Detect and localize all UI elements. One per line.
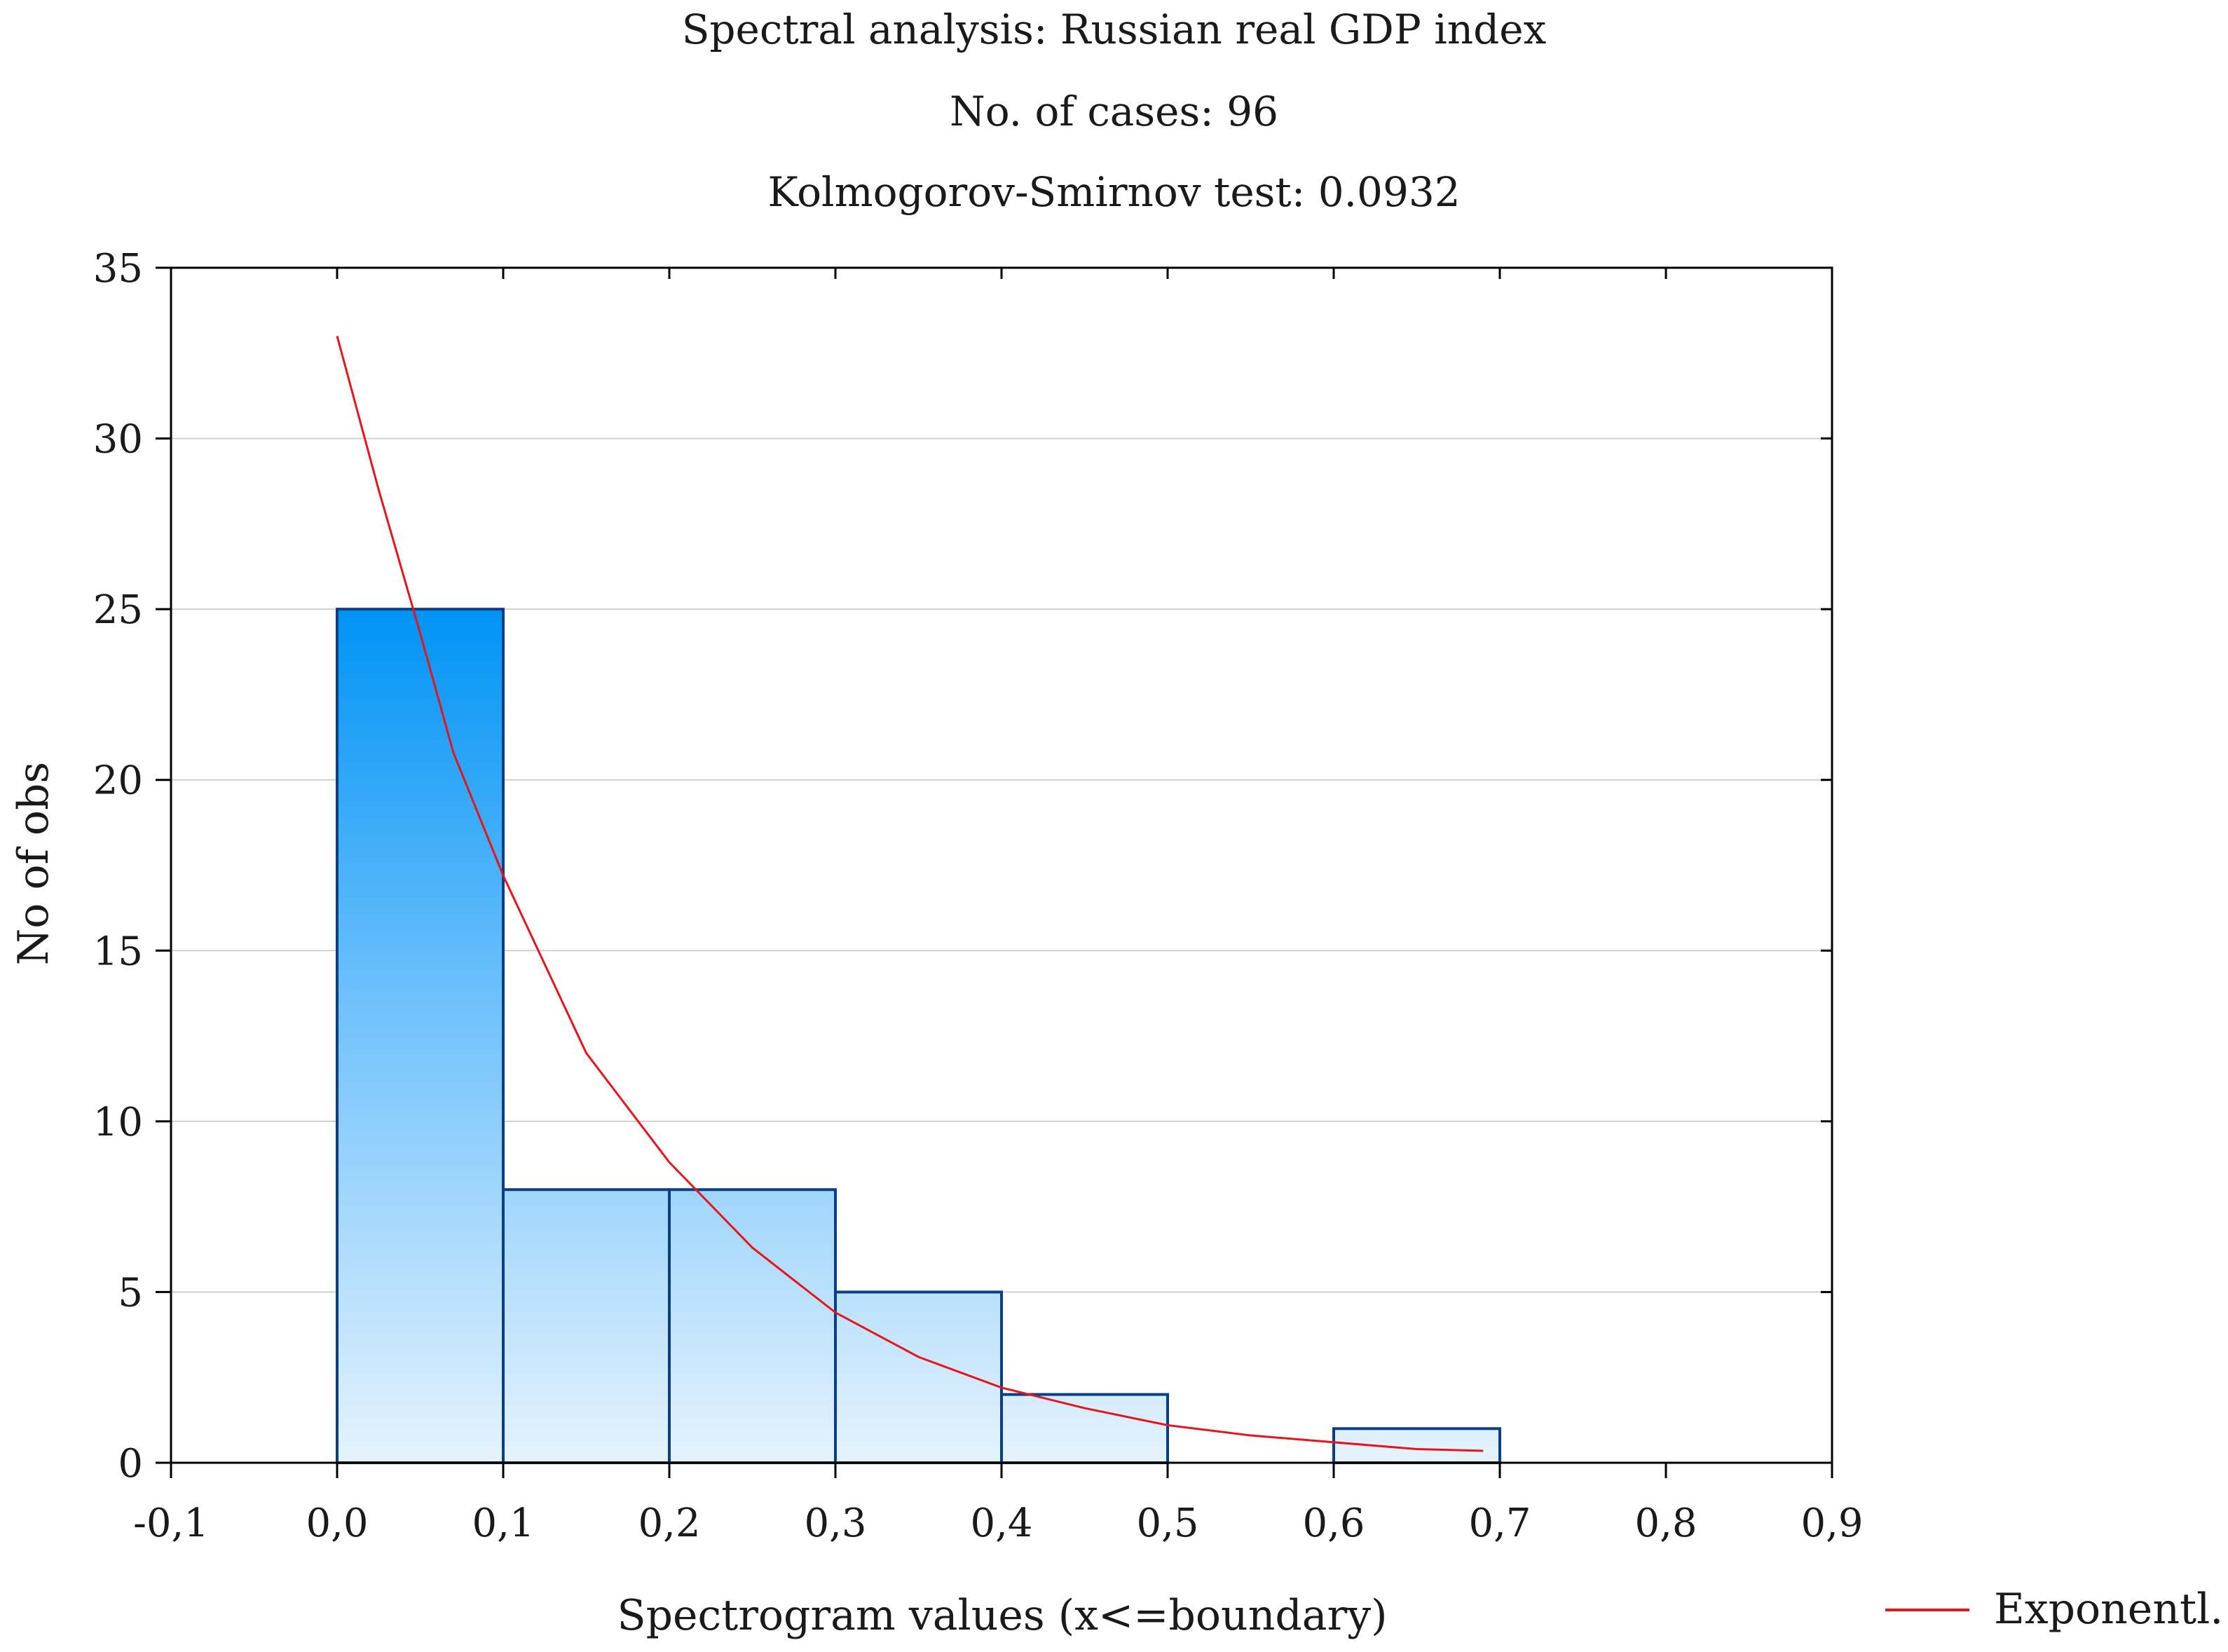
- histogram-bar: [502, 1188, 671, 1465]
- x-tick-label: 0,6: [1302, 1501, 1365, 1546]
- chart-subtitle-ks-test: Kolmogorov-Smirnov test: 0.0932: [767, 168, 1461, 216]
- legend-label: Exponentl.: [1994, 1585, 2223, 1634]
- x-tick-label: 0,3: [804, 1501, 866, 1546]
- x-tick-label: 0,0: [306, 1501, 368, 1546]
- y-tick-label: 0: [118, 1441, 143, 1487]
- x-tick-label: 0,9: [1800, 1501, 1863, 1546]
- chart-subtitle-cases: No. of cases: 96: [949, 88, 1279, 135]
- histogram-bar: [668, 1188, 837, 1465]
- x-axis-label: Spectrogram values (x<=boundary): [617, 1591, 1387, 1640]
- histogram-bar: [336, 608, 505, 1465]
- tick-labels: -0,1 0,0 0,1 0,2 0,3 0,4 0,5 0,6 0,7 0,8 0,9 0 5 10 15…: [93, 246, 1864, 1546]
- axis-ticks: [156, 266, 1833, 1478]
- y-tick-label: 25: [93, 587, 143, 633]
- y-axis-label: No of obs: [9, 762, 58, 965]
- y-tick-label: 20: [93, 758, 143, 804]
- histogram-bar: [1000, 1393, 1169, 1464]
- y-tick-label: 10: [93, 1100, 143, 1145]
- exponential-fit-curve: [336, 336, 1484, 1452]
- chart-title: Spectral analysis: Russian real GDP inde…: [681, 6, 1547, 53]
- x-tick-label: 0,7: [1468, 1501, 1531, 1546]
- histogram-bars: [336, 608, 1501, 1465]
- x-tick-label: 0,2: [638, 1501, 700, 1546]
- x-tick-label: 0,1: [472, 1501, 534, 1546]
- histogram-bar: [1332, 1427, 1501, 1465]
- legend: Exponentl.: [1885, 1585, 2223, 1634]
- x-tick-label: 0,8: [1634, 1501, 1697, 1546]
- y-tick-label: 35: [93, 246, 143, 292]
- y-tick-label: 15: [93, 929, 143, 974]
- x-tick-label: -0,1: [133, 1501, 209, 1546]
- y-tick-label: 5: [118, 1270, 143, 1316]
- y-tick-label: 30: [93, 417, 143, 463]
- x-tick-label: 0,4: [970, 1501, 1032, 1546]
- x-tick-label: 0,5: [1136, 1501, 1198, 1546]
